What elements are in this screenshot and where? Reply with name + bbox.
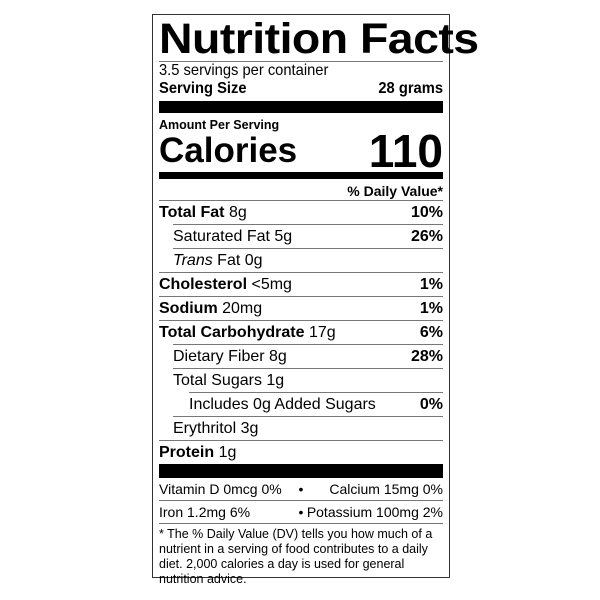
nutrient-daily-value: 28%: [410, 348, 443, 365]
nutrient-name: Trans Fat 0g: [173, 252, 263, 269]
medium-divider: [159, 172, 443, 179]
nutrient-name: Sodium 20mg: [159, 300, 263, 317]
vitamin-left: Iron 1.2mg 6%: [159, 504, 251, 520]
vitamin-sep: •: [298, 481, 304, 497]
nutrient-name: Cholesterol <5mg: [159, 276, 292, 293]
vitamin-sep: •: [298, 504, 304, 520]
vitamin-right: Potassium 100mg 2%: [306, 504, 443, 520]
vitamin-list: Vitamin D 0mcg 0% • Calcium 15mg 0% Iron 1.…: [159, 478, 443, 523]
vitamin-row: Vitamin D 0mcg 0% • Calcium 15mg 0%: [159, 478, 443, 500]
serving-size-label: Serving Size: [159, 80, 247, 97]
nutrient-name: Protein 1g: [159, 444, 237, 461]
nutrient-daily-value: 6%: [419, 324, 443, 341]
calories-row: Calories 110: [159, 125, 443, 177]
nutrient-list: Total Fat 8g 10% Saturated Fat 5g 26% Trans …: [159, 200, 443, 464]
nutrient-daily-value: 26%: [410, 228, 443, 245]
nutrient-row: Saturated Fat 5g 26%: [173, 224, 443, 248]
nutrient-row: Total Sugars 1g: [173, 368, 443, 392]
divider: [159, 61, 443, 62]
nutrient-daily-value: 1%: [419, 276, 443, 293]
nutrient-name: Dietary Fiber 8g: [173, 348, 287, 365]
nutrient-name: Total Carbohydrate 17g: [159, 324, 336, 341]
nutrient-amount: 8g: [269, 348, 287, 365]
nutrient-row: Total Carbohydrate 17g 6%: [159, 320, 443, 344]
nutrient-name: Saturated Fat 5g: [173, 228, 293, 245]
nutrient-row: Erythritol 3g: [173, 416, 443, 440]
nutrient-amount: 0g: [244, 252, 263, 269]
nutrient-name: Total Sugars 1g: [173, 372, 285, 389]
nutrient-row: Dietary Fiber 8g 28%: [173, 344, 443, 368]
nutrient-amount: 1g: [218, 444, 237, 461]
nutrient-name: Erythritol 3g: [173, 420, 259, 437]
nutrient-row: Sodium 20mg 1%: [159, 296, 443, 320]
nutrient-daily-value: 10%: [410, 204, 443, 221]
label-title: Nutrition Facts: [159, 15, 479, 63]
amount-per-serving: Amount Per Serving: [159, 118, 280, 132]
nutrient-amount: <5mg: [251, 276, 292, 293]
nutrient-row: Includes 0g Added Sugars 0%: [189, 392, 443, 416]
vitamin-left: Vitamin D 0mcg 0%: [159, 481, 282, 497]
nutrient-row: Trans Fat 0g: [173, 248, 443, 272]
servings-per-container: 3.5 servings per container: [159, 62, 443, 80]
nutrient-row: Protein 1g: [159, 440, 443, 464]
nutrient-row: Cholesterol <5mg 1%: [159, 272, 443, 296]
serving-size-row: Serving Size 28 grams: [159, 80, 443, 98]
nutrition-facts-label: Nutrition Facts 3.5 servings per contain…: [152, 14, 479, 586]
nutrient-amount: 8g: [228, 204, 247, 221]
thick-divider: [159, 464, 443, 478]
calories-value: 110: [368, 125, 443, 177]
vitamin-row: Iron 1.2mg 6% • Potassium 100mg 2%: [159, 500, 443, 523]
nutrient-amount: 20mg: [222, 300, 263, 317]
servings-text: 3.5 servings per container: [159, 62, 329, 79]
serving-size-value: 28 grams: [378, 80, 444, 97]
nutrient-amount: 1g: [266, 372, 285, 389]
daily-value-header: % Daily Value*: [347, 183, 443, 199]
nutrient-name: Total Fat 8g: [159, 204, 247, 221]
nutrient-name: Includes 0g Added Sugars: [189, 396, 376, 413]
footnote: * The % Daily Value (DV) tells you how m…: [159, 523, 443, 587]
nutrient-amount: 5g: [274, 228, 293, 245]
thick-divider: [159, 101, 443, 113]
nutrient-row: Total Fat 8g 10%: [159, 200, 443, 224]
nutrient-amount: 3g: [240, 420, 259, 437]
calories-label: Calories: [159, 131, 298, 170]
nutrient-amount: 17g: [308, 324, 336, 341]
vitamin-right: Calcium 15mg 0%: [329, 481, 443, 497]
nutrient-daily-value: 1%: [419, 300, 443, 317]
nutrient-daily-value: 0%: [419, 396, 443, 413]
